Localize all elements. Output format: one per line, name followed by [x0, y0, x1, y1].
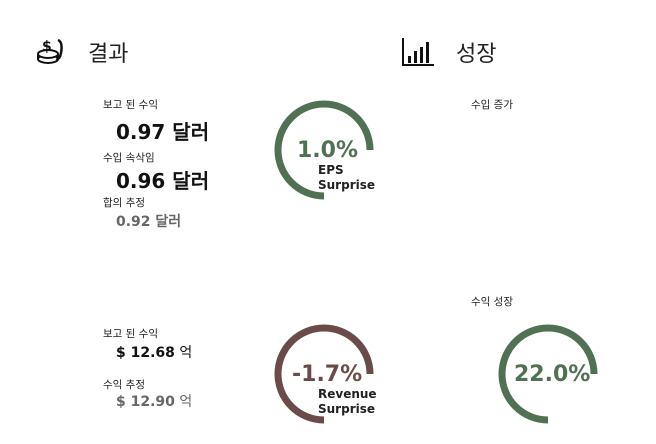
- whisper-eps-label: 수입 속삭임: [103, 152, 155, 164]
- bar-chart-icon: [400, 36, 436, 68]
- eps-surprise-percent: 1.0%: [297, 138, 359, 163]
- revenue-surprise-gauge: [270, 322, 380, 432]
- reported-revenue-value: $ 12.68 억: [116, 345, 193, 361]
- revenue-estimate-value: $ 12.90 억: [116, 394, 193, 410]
- revenue-growth-gauge: [494, 322, 604, 432]
- eps-surprise-caption: EPS Surprise: [318, 163, 376, 192]
- growth-title: 성장: [456, 42, 497, 67]
- reported-eps-label: 보고 된 수익: [103, 99, 158, 111]
- reported-revenue-label: 보고 된 수익: [103, 328, 158, 340]
- eps-surprise-gauge: [270, 98, 380, 208]
- svg-text:$: $: [42, 39, 52, 55]
- revenue-growth-label: 수익 성장: [471, 296, 513, 308]
- revenue-surprise-caption: Revenue Surprise: [318, 387, 377, 416]
- earnings-title: 결과: [88, 42, 129, 67]
- earnings-growth-label: 수입 증가: [471, 99, 513, 111]
- revenue-estimate-label: 수익 추정: [103, 379, 145, 391]
- revenue-growth-percent: 22.0%: [514, 362, 591, 387]
- consensus-eps-value: 0.92 달러: [116, 214, 182, 230]
- whisper-eps-value: 0.96 달러: [116, 169, 210, 193]
- consensus-eps-label: 합의 추정: [103, 197, 145, 209]
- revenue-surprise-percent: -1.7%: [292, 362, 363, 387]
- coins-icon: $: [34, 36, 68, 66]
- reported-eps-value: 0.97 달러: [116, 120, 210, 144]
